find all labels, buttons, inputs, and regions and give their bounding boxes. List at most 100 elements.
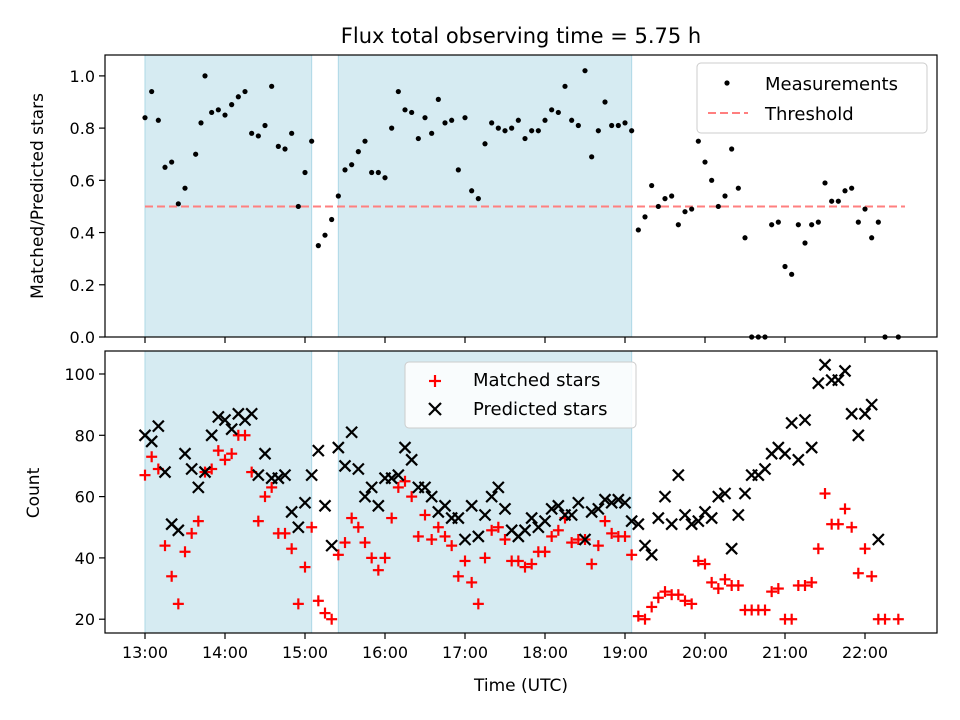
matched-star-point — [466, 576, 478, 588]
matched-star-point — [186, 527, 198, 539]
predicted-star-point — [458, 533, 472, 546]
matched-star-point — [306, 521, 318, 533]
measurement-point — [629, 128, 635, 134]
legend-measurements-marker — [724, 80, 730, 86]
x-tick-label: 16:00 — [362, 643, 408, 662]
predicted-star-point — [372, 499, 385, 513]
predicted-star-point — [178, 447, 192, 460]
predicted-star-point — [245, 407, 258, 421]
predicted-star-point — [832, 373, 845, 387]
predicted-star-point — [225, 422, 238, 436]
predicted-star-point — [778, 447, 792, 460]
matched-star-point — [226, 448, 238, 460]
measurement-point — [682, 209, 688, 215]
matched-star-point — [712, 583, 724, 595]
predicted-star-point — [365, 481, 378, 494]
measurement-point — [675, 222, 681, 228]
matched-star-point — [279, 527, 291, 539]
y-tick-label: 80 — [75, 426, 95, 445]
predicted-star-point — [398, 441, 412, 454]
matched-star-point — [299, 561, 311, 573]
measurement-point — [322, 232, 328, 238]
measurement-point — [862, 206, 868, 212]
measurement-point — [389, 125, 395, 131]
matched-star-point — [432, 521, 444, 533]
predicted-star-point — [858, 407, 872, 421]
predicted-star-point — [545, 502, 558, 516]
predicted-star-point — [678, 508, 692, 522]
predicted-star-point — [358, 490, 372, 503]
measurement-point — [215, 107, 221, 113]
matched-star-point — [679, 595, 691, 607]
matched-star-point — [212, 445, 224, 457]
count-legend: Matched stars Predicted stars — [404, 361, 637, 429]
matched-star-point — [259, 491, 271, 503]
predicted-star-point — [312, 444, 325, 457]
shaded-interval-2 — [337, 54, 633, 338]
measurement-point — [615, 122, 621, 129]
measurement-point — [395, 88, 401, 95]
predicted-star-point — [332, 441, 345, 454]
measurement-point — [662, 196, 668, 202]
legend-matched-label: Matched stars — [473, 370, 600, 391]
matched-star-point — [346, 512, 358, 524]
measurement-point — [409, 109, 415, 116]
measurement-point — [669, 193, 675, 199]
x-tick-label: 15:00 — [282, 643, 328, 662]
measurement-point — [622, 120, 628, 126]
measurement-point — [775, 219, 781, 225]
predicted-star-point — [758, 462, 772, 476]
predicted-star-point — [685, 517, 698, 531]
matched-star-point — [639, 613, 651, 625]
ratio-legend: Measurements Threshold — [696, 62, 928, 134]
measurement-point — [609, 122, 615, 129]
predicted-star-point — [518, 524, 532, 537]
measurement-point — [402, 107, 408, 113]
matched-star-point — [399, 475, 411, 487]
x-tick-label: 17:00 — [442, 643, 488, 662]
predicted-star-point — [718, 487, 732, 500]
measurement-point — [269, 83, 275, 89]
matched-star-point — [339, 537, 351, 549]
measurement-point — [355, 149, 361, 155]
predicted-star-point — [852, 429, 865, 442]
y-tick-label: 0.2 — [70, 276, 95, 295]
matched-star-point — [146, 451, 158, 463]
predicted-star-point — [385, 471, 398, 485]
measurement-point — [229, 102, 235, 108]
predicted-star-point — [345, 425, 358, 439]
predicted-star-point — [845, 407, 858, 421]
predicted-star-point — [865, 398, 878, 411]
matched-star-point — [646, 601, 658, 613]
y-tick-label: 40 — [75, 549, 95, 568]
y-tick-label: 0.8 — [70, 119, 95, 138]
measurement-point — [542, 117, 548, 123]
measurement-point — [569, 117, 575, 123]
matched-star-point — [806, 576, 818, 588]
measurement-point — [449, 117, 455, 123]
measurement-point — [335, 193, 341, 199]
shaded-interval-1 — [144, 350, 313, 634]
chart-title: Flux total observing time = 5.75 h — [341, 24, 701, 48]
measurement-point — [382, 175, 388, 181]
legend-predicted-marker — [428, 402, 442, 416]
matched-star-point — [326, 613, 338, 625]
measurement-point — [575, 122, 581, 129]
matched-star-point — [366, 552, 378, 564]
predicted-star-point — [318, 499, 332, 513]
predicted-star-point — [425, 490, 438, 503]
predicted-star-point — [838, 364, 852, 378]
predicted-star-point — [298, 496, 312, 510]
measurement-point — [495, 125, 501, 131]
measurement-point — [329, 216, 335, 223]
matched-star-point — [392, 481, 404, 493]
measurement-point — [695, 138, 701, 144]
measurement-point — [415, 135, 421, 142]
predicted-star-point — [158, 465, 172, 479]
matched-star-point — [599, 515, 611, 527]
predicted-star-point — [625, 514, 638, 528]
matched-star-point — [619, 530, 631, 542]
measurement-point — [142, 115, 148, 121]
measurement-point — [689, 206, 695, 212]
